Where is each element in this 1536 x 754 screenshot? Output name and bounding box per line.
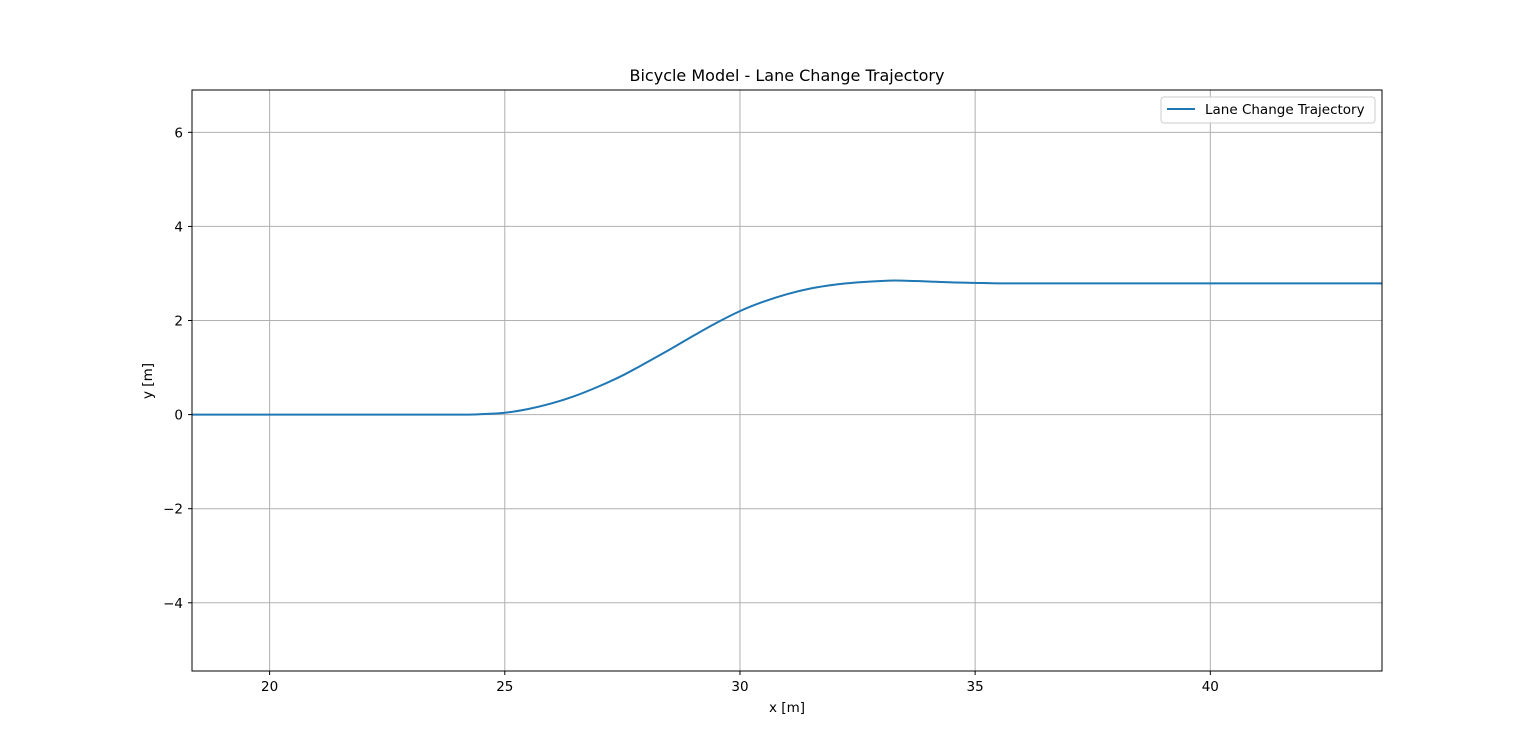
y-tick-label: 2	[174, 314, 183, 330]
chart-title: Bicycle Model - Lane Change Trajectory	[630, 66, 945, 85]
x-tick-label: 20	[261, 679, 278, 695]
y-tick-label: 0	[174, 408, 183, 424]
legend-box	[1160, 96, 1376, 124]
y-tick-label: 4	[174, 219, 183, 235]
legend-label: Lane Change Trajectory	[1205, 102, 1365, 118]
plot-frame	[191, 89, 1383, 672]
x-tick-label: 40	[1202, 679, 1219, 695]
y-axis-ticks: −4 −2 0 2 4 6	[163, 125, 192, 612]
series-layer	[192, 279, 1382, 416]
x-tick-label: 35	[967, 679, 984, 695]
legend: Lane Change Trajectory	[1160, 96, 1376, 124]
y-tick-label: −2	[163, 502, 183, 518]
series-line-0	[192, 279, 1382, 416]
x-axis-ticks: 20 25 30 35 40	[261, 671, 1219, 695]
y-tick-label: 6	[174, 125, 183, 141]
y-axis-label: y [m]	[140, 363, 156, 399]
x-axis-label: x [m]	[769, 700, 805, 716]
y-tick-label: −4	[163, 596, 183, 612]
x-tick-label: 25	[496, 679, 513, 695]
plot-area	[192, 279, 1382, 416]
x-tick-label: 30	[731, 679, 748, 695]
